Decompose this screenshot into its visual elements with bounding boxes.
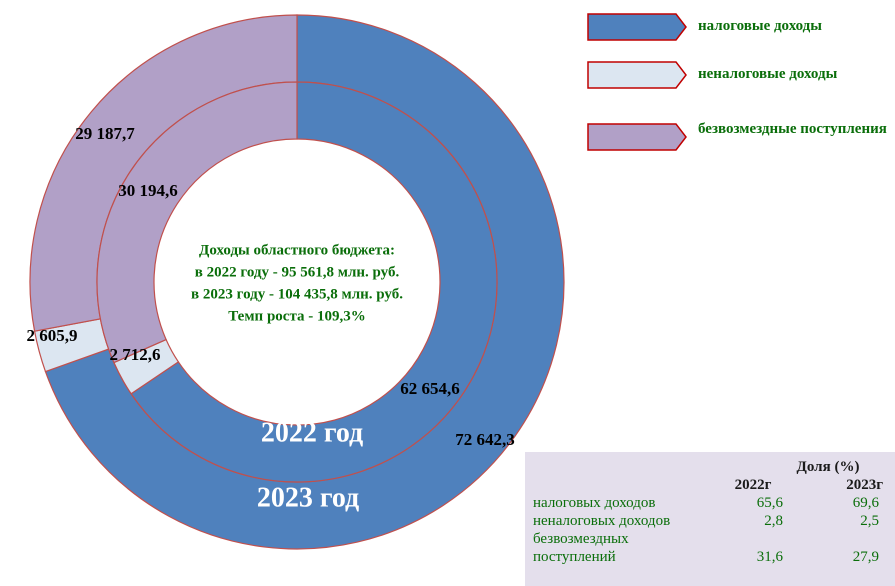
data-label: 2 712,6 (110, 345, 161, 364)
column-header: 2023г (846, 477, 883, 493)
table: Доля (%) 2022г 2023г налоговых доходов 65,… (533, 458, 893, 566)
share-table: Доля (%) 2022г 2023г налоговых доходов 65,… (525, 452, 895, 586)
cell: 2,5 (860, 513, 879, 529)
cell: 65,6 (756, 495, 783, 511)
data-label: 2 605,9 (27, 326, 78, 345)
legend-swatch (587, 123, 687, 151)
cell: 31,6 (756, 549, 783, 565)
legend-label: налоговые доходы (698, 18, 822, 34)
row-label: неналоговых доходов (533, 513, 671, 529)
cell: 2,8 (764, 513, 783, 529)
donut-segment (130, 81, 498, 483)
legend-swatch (587, 61, 687, 89)
data-label: 62 654,6 (400, 379, 460, 398)
center-text: Доходы областного бюджета: (199, 242, 395, 258)
data-label: 72 642,3 (455, 430, 515, 449)
center-text: в 2023 году - 104 435,8 млн. руб. (191, 286, 403, 302)
cell: 69,6 (852, 495, 879, 511)
cell: 27,9 (852, 549, 879, 565)
series-label: 2022 год (261, 417, 363, 448)
center-text: Темп роста - 109,3% (228, 308, 366, 324)
data-label: 29 187,7 (75, 124, 135, 143)
column-header: 2022г (734, 477, 772, 493)
legend-label: неналоговые доходы (698, 66, 838, 82)
data-label: 30 194,6 (118, 181, 178, 200)
donut-segment (96, 81, 298, 364)
row-label: безвозмездных поступлений (533, 531, 629, 565)
table-title: Доля (%) (796, 459, 860, 475)
row-label: налоговых доходов (533, 495, 656, 511)
legend-label: безвозмездные поступления (698, 121, 887, 137)
series-label: 2023 год (257, 482, 359, 513)
center-text: в 2022 году - 95 561,8 млн. руб. (195, 264, 400, 280)
legend-swatch (587, 13, 687, 41)
